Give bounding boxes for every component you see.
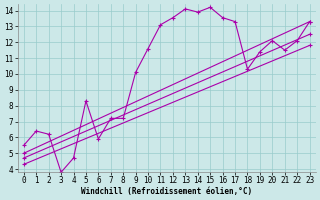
X-axis label: Windchill (Refroidissement éolien,°C): Windchill (Refroidissement éolien,°C): [81, 187, 252, 196]
